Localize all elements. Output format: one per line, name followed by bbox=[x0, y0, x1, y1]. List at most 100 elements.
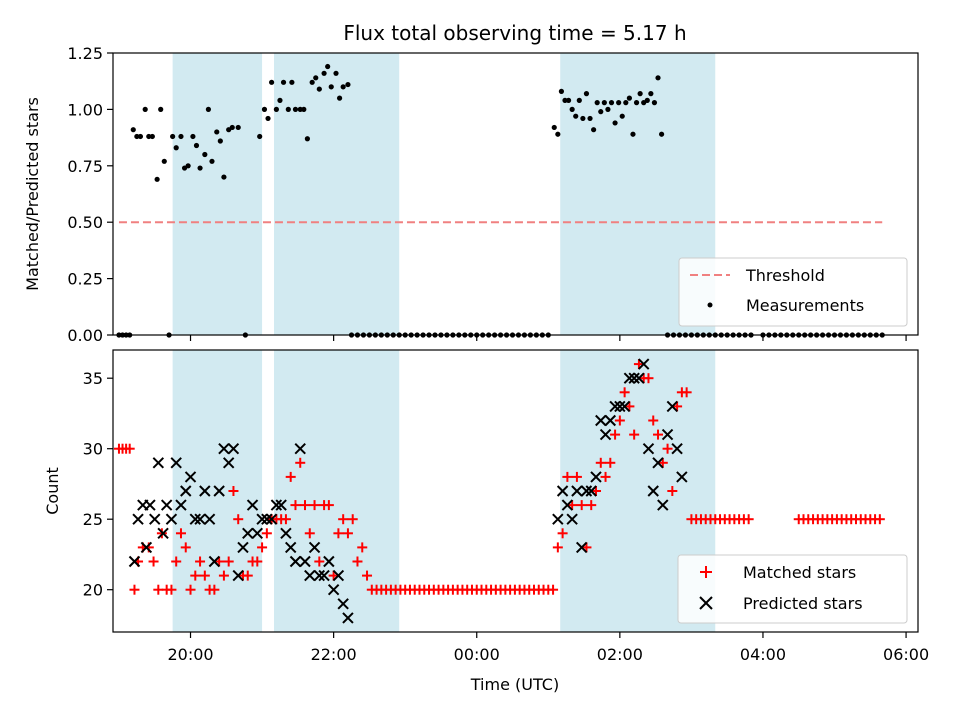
matched-star-marker bbox=[619, 387, 630, 398]
predicted-star-marker bbox=[623, 372, 636, 384]
measurement-point bbox=[633, 100, 640, 106]
matched-star-marker bbox=[567, 500, 578, 511]
matched-star-marker bbox=[323, 500, 334, 511]
bottom-plot-frame bbox=[112, 349, 919, 633]
predicted-star-marker bbox=[284, 541, 297, 554]
measurement-point bbox=[623, 100, 629, 106]
matched-star-marker bbox=[629, 429, 640, 440]
predicted-star-marker bbox=[628, 372, 640, 384]
predicted-star-marker bbox=[318, 569, 330, 582]
measurement-point bbox=[591, 127, 597, 133]
matched-star-marker bbox=[552, 542, 563, 553]
predicted-star-marker bbox=[246, 499, 259, 511]
matched-star-marker bbox=[667, 486, 678, 496]
x-tick-label: 06:00 bbox=[883, 645, 929, 664]
matched-star-marker bbox=[242, 570, 253, 581]
measurement-point bbox=[261, 106, 268, 112]
predicted-star-marker bbox=[637, 358, 650, 370]
predicted-star-marker bbox=[566, 513, 578, 525]
predicted-star-marker bbox=[189, 513, 201, 525]
x-tick-label: 04:00 bbox=[740, 645, 786, 664]
measurement-point bbox=[273, 106, 279, 112]
measurement-point bbox=[178, 133, 184, 140]
predicted-star-marker bbox=[561, 499, 574, 511]
legend-matched-label: Matched stars bbox=[743, 563, 856, 582]
matched-star-marker bbox=[672, 401, 683, 412]
predicted-star-marker bbox=[294, 442, 306, 455]
measurement-point bbox=[301, 106, 307, 112]
measurement-point bbox=[608, 100, 615, 106]
measurement-point bbox=[185, 163, 191, 169]
measurement-point bbox=[336, 95, 343, 101]
predicted-star-marker bbox=[609, 400, 621, 413]
measurement-point bbox=[601, 100, 607, 106]
matched-star-marker bbox=[342, 528, 353, 539]
predicted-star-marker bbox=[337, 598, 349, 610]
measurement-point bbox=[313, 75, 319, 81]
predicted-star-marker bbox=[256, 513, 268, 525]
measurement-point bbox=[289, 79, 295, 85]
bottom-y-axis-title: Count bbox=[43, 467, 62, 515]
y-tick-label: 1.25 bbox=[67, 44, 103, 63]
matched-star-marker bbox=[662, 443, 673, 454]
bottom-x-ticks: 20:00 22:00 00:00 02:00 04:00 06:00 bbox=[167, 632, 929, 664]
measurement-point bbox=[558, 88, 565, 94]
measurement-point bbox=[134, 133, 140, 140]
top-legend-box bbox=[678, 257, 908, 327]
top-legend: Threshold Measurements bbox=[678, 257, 908, 327]
top-x-ticks bbox=[189, 335, 907, 341]
measurement-point bbox=[551, 124, 557, 131]
matched-stars-points bbox=[113, 359, 885, 595]
matched-star-marker bbox=[261, 528, 272, 539]
predicted-star-marker bbox=[275, 499, 287, 511]
y-tick-label: 20 bbox=[83, 581, 103, 600]
predicted-star-marker bbox=[647, 485, 659, 497]
matched-star-marker bbox=[252, 556, 263, 567]
y-tick-label: 0.25 bbox=[67, 270, 103, 289]
matched-star-marker bbox=[328, 570, 339, 581]
predicted-star-marker bbox=[575, 541, 588, 554]
y-tick-label: 35 bbox=[83, 369, 103, 388]
predicted-star-marker bbox=[251, 527, 264, 540]
predicted-star-marker bbox=[332, 569, 345, 582]
measurement-point bbox=[149, 133, 155, 140]
predicted-star-marker bbox=[327, 583, 340, 596]
predicted-star-marker bbox=[242, 527, 254, 540]
matched-star-marker bbox=[171, 556, 182, 567]
x-axis-title: Time (UTC) bbox=[470, 675, 559, 694]
measurement-point bbox=[170, 133, 176, 140]
measurement-point bbox=[221, 174, 227, 180]
matched-star-marker bbox=[218, 570, 229, 581]
matched-star-marker bbox=[352, 556, 363, 567]
predicted-star-marker bbox=[203, 513, 216, 525]
measurement-point bbox=[146, 133, 152, 140]
measurement-point bbox=[316, 86, 322, 92]
measurement-point bbox=[345, 81, 351, 88]
measurement-point bbox=[229, 124, 235, 131]
predicted-star-marker bbox=[323, 555, 335, 568]
predicted-star-marker bbox=[585, 485, 597, 497]
predicted-star-marker bbox=[194, 513, 206, 525]
matched-star-marker bbox=[562, 471, 573, 482]
measurement-point bbox=[285, 106, 291, 112]
measurement-point bbox=[555, 131, 561, 137]
predicted-star-marker bbox=[289, 555, 302, 568]
predicted-star-marker bbox=[270, 499, 283, 511]
chart-title: Flux total observing time = 5.17 h bbox=[343, 21, 686, 45]
measurement-point bbox=[573, 113, 579, 119]
measurement-point bbox=[158, 106, 164, 112]
top-y-ticks: 0.00 0.25 0.50 0.75 1.00 1.25 bbox=[67, 44, 113, 345]
measurement-point bbox=[235, 124, 241, 131]
measurement-point bbox=[569, 106, 575, 112]
matched-star-marker bbox=[223, 556, 234, 567]
measurement-point bbox=[637, 91, 643, 97]
measurement-point bbox=[565, 97, 572, 103]
observing-window-1 bbox=[172, 53, 263, 335]
legend-predicted-swatch bbox=[699, 596, 713, 610]
measurement-point bbox=[630, 131, 636, 137]
measurement-point bbox=[587, 115, 593, 122]
matched-star-marker bbox=[362, 570, 373, 581]
predicted-star-marker bbox=[152, 457, 165, 469]
measurement-point bbox=[321, 70, 327, 76]
